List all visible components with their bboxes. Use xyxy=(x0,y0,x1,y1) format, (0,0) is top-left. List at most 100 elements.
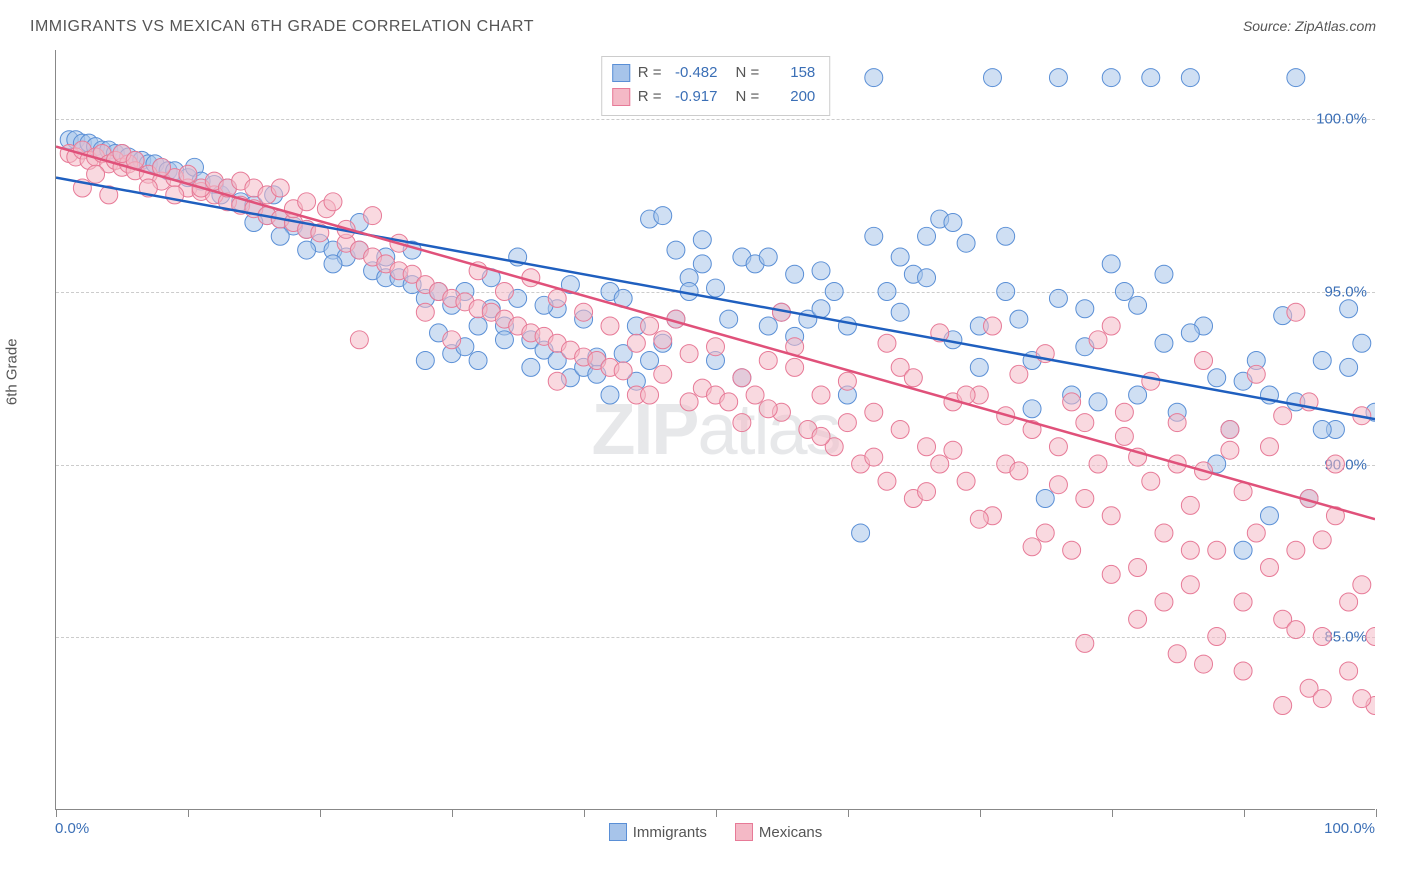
data-point xyxy=(1168,414,1186,432)
data-point xyxy=(1287,621,1305,639)
legend-swatch xyxy=(612,64,630,82)
data-point xyxy=(1181,496,1199,514)
data-point xyxy=(654,365,672,383)
data-point xyxy=(1181,69,1199,87)
data-point xyxy=(693,255,711,273)
data-point xyxy=(364,207,382,225)
data-point xyxy=(1076,414,1094,432)
data-point xyxy=(997,227,1015,245)
plot-area: ZIPatlas R =-0.482N =158R =-0.917N =200 … xyxy=(55,50,1375,810)
chart-title: IMMIGRANTS VS MEXICAN 6TH GRADE CORRELAT… xyxy=(30,18,534,36)
data-point xyxy=(1326,455,1344,473)
data-point xyxy=(1313,421,1331,439)
data-point xyxy=(1208,369,1226,387)
data-point xyxy=(1115,403,1133,421)
data-point xyxy=(469,352,487,370)
data-point xyxy=(1063,541,1081,559)
data-point xyxy=(1274,697,1292,715)
data-point xyxy=(1142,372,1160,390)
stats-r-value: -0.482 xyxy=(670,61,718,85)
data-point xyxy=(1049,476,1067,494)
data-point xyxy=(1181,576,1199,594)
data-point xyxy=(944,214,962,232)
x-axis-min-label: 0.0% xyxy=(55,820,89,837)
data-point xyxy=(1076,490,1094,508)
data-point xyxy=(1115,427,1133,445)
data-point xyxy=(1129,610,1147,628)
x-tick xyxy=(584,809,585,817)
data-point xyxy=(786,265,804,283)
data-point xyxy=(970,358,988,376)
data-point xyxy=(918,227,936,245)
legend-label: Mexicans xyxy=(759,824,822,841)
stats-r-value: -0.917 xyxy=(670,85,718,109)
source-label: Source: ZipAtlas.com xyxy=(1243,18,1376,34)
data-point xyxy=(324,193,342,211)
data-point xyxy=(1195,352,1213,370)
data-point xyxy=(1010,462,1028,480)
data-point xyxy=(1340,593,1358,611)
data-point xyxy=(1115,283,1133,301)
data-point xyxy=(1049,289,1067,307)
data-point xyxy=(759,248,777,266)
data-point xyxy=(838,372,856,390)
data-point xyxy=(416,352,434,370)
data-point xyxy=(1142,472,1160,490)
data-point xyxy=(852,524,870,542)
data-point xyxy=(1287,303,1305,321)
data-point xyxy=(1313,690,1331,708)
x-tick xyxy=(1112,809,1113,817)
data-point xyxy=(1181,324,1199,342)
data-point xyxy=(1260,507,1278,525)
chart-svg xyxy=(56,50,1375,809)
data-point xyxy=(1234,541,1252,559)
data-point xyxy=(654,331,672,349)
data-point xyxy=(707,338,725,356)
data-point xyxy=(654,207,672,225)
data-point xyxy=(720,310,738,328)
stats-r-label: R = xyxy=(638,85,662,109)
data-point xyxy=(443,331,461,349)
data-point xyxy=(1247,524,1265,542)
data-point xyxy=(179,165,197,183)
legend-item: Mexicans xyxy=(735,823,822,841)
data-point xyxy=(759,352,777,370)
data-point xyxy=(1181,541,1199,559)
data-point xyxy=(1195,655,1213,673)
data-point xyxy=(1010,310,1028,328)
data-point xyxy=(891,248,909,266)
data-point xyxy=(1089,393,1107,411)
data-point xyxy=(495,283,513,301)
data-point xyxy=(865,227,883,245)
data-point xyxy=(865,448,883,466)
data-point xyxy=(759,400,777,418)
data-point xyxy=(1247,365,1265,383)
data-point xyxy=(1076,634,1094,652)
data-point xyxy=(416,303,434,321)
data-point xyxy=(1089,455,1107,473)
x-tick xyxy=(188,809,189,817)
x-tick xyxy=(1244,809,1245,817)
stats-n-label: N = xyxy=(736,85,760,109)
data-point xyxy=(627,334,645,352)
data-point xyxy=(1340,300,1358,318)
data-point xyxy=(1234,483,1252,501)
x-tick xyxy=(1376,809,1377,817)
data-point xyxy=(522,358,540,376)
data-point xyxy=(1102,317,1120,335)
data-point xyxy=(469,317,487,335)
data-point xyxy=(997,283,1015,301)
data-point xyxy=(1234,593,1252,611)
data-point xyxy=(878,334,896,352)
data-point xyxy=(918,438,936,456)
data-point xyxy=(812,300,830,318)
data-point xyxy=(970,510,988,528)
data-point xyxy=(601,386,619,404)
data-point xyxy=(1353,690,1371,708)
data-point xyxy=(641,386,659,404)
data-point xyxy=(271,179,289,197)
data-point xyxy=(918,269,936,287)
x-tick xyxy=(848,809,849,817)
legend-item: Immigrants xyxy=(609,823,707,841)
x-axis-max-label: 100.0% xyxy=(1324,820,1375,837)
